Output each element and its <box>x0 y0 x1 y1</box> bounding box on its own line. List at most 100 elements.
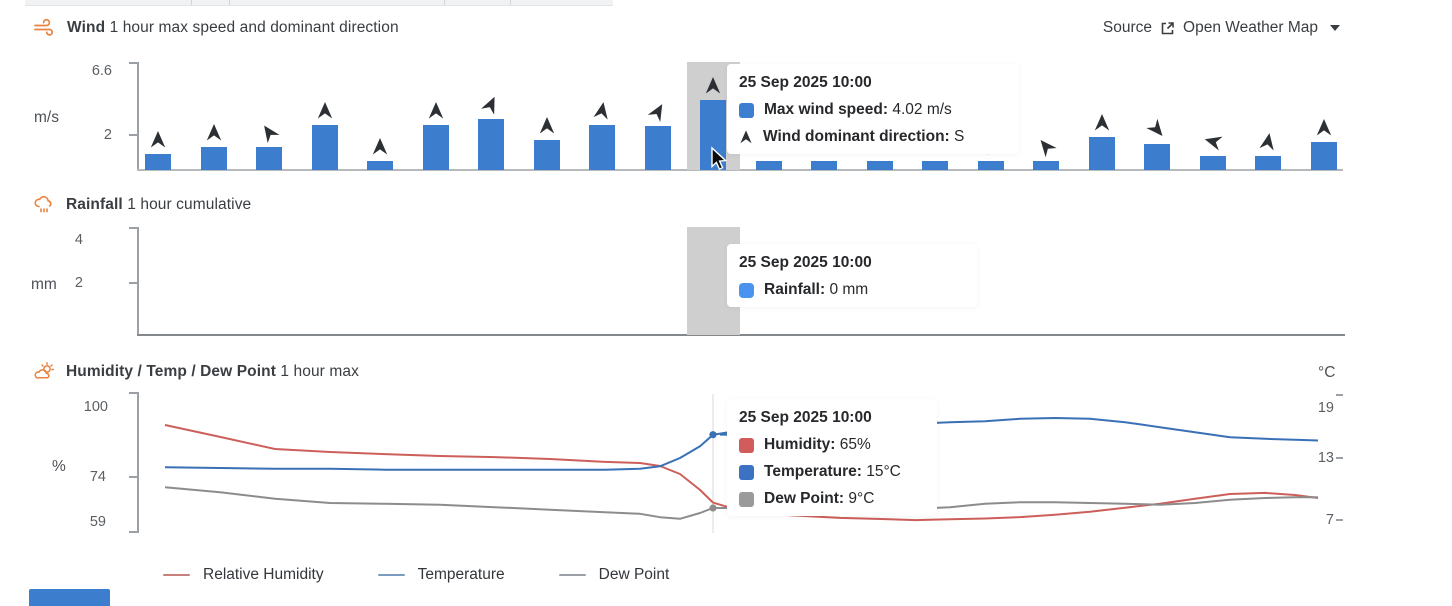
wind-bar[interactable] <box>866 161 893 170</box>
wind-direction-arrow <box>205 123 223 142</box>
wind-bar[interactable] <box>755 161 782 170</box>
wind-direction-label: Wind dominant direction: <box>763 128 950 145</box>
rainfall-y-axis <box>137 227 139 335</box>
dew-point-value: 9°C <box>848 490 875 507</box>
wind-bar[interactable] <box>977 161 1004 170</box>
y-axis-tick-label: 100 <box>83 399 108 415</box>
rainfall-swatch <box>739 282 754 298</box>
humidity-legend: Relative Humidity Temperature Dew Point <box>163 566 669 584</box>
humidity-axis-tick <box>129 476 137 478</box>
wind-direction-arrow <box>1093 113 1111 132</box>
rainfall-axis-tick <box>129 282 137 284</box>
wind-direction-arrow <box>1201 130 1224 152</box>
rainfall-title-bold: Rainfall <box>66 196 123 213</box>
wind-axis-tick <box>129 62 137 64</box>
wind-bar[interactable] <box>311 124 338 170</box>
tab-strip <box>25 0 613 6</box>
legend-line-blue <box>377 573 405 577</box>
humidity-right-unit-label: °C <box>1318 364 1336 381</box>
wind-bar[interactable] <box>1144 143 1170 170</box>
temp-axis-tick <box>1336 394 1343 396</box>
wind-direction-arrow <box>645 99 670 124</box>
wind-speed-label: Max wind speed: <box>764 101 889 118</box>
source-label: Source <box>1102 19 1153 36</box>
humidity-value: 65% <box>839 436 871 453</box>
partial-tab[interactable] <box>509 0 613 5</box>
humidity-title-bold: Humidity / Temp / Dew Point <box>66 363 276 380</box>
humidity-section-header: Humidity / Temp / Dew Point 1 hour max <box>33 361 359 383</box>
rainfall-value: 0 mm <box>829 281 869 298</box>
rain-cloud-icon <box>33 194 55 216</box>
partial-tab[interactable] <box>25 0 191 5</box>
wind-bar[interactable] <box>1199 156 1226 170</box>
wind-direction-arrow <box>704 76 722 95</box>
mouse-cursor <box>706 146 730 177</box>
wind-bar[interactable] <box>1310 142 1337 170</box>
tooltip-row: Max wind speed: 4.02 m/s <box>739 101 1007 119</box>
legend-line-gray <box>558 573 586 577</box>
temp-axis-tick <box>1336 457 1343 459</box>
wind-bar[interactable] <box>1255 156 1281 170</box>
wind-direction-value: S <box>954 128 965 145</box>
wind-bar[interactable] <box>145 154 171 170</box>
wind-bar[interactable] <box>200 147 227 170</box>
legend-item-relative-humidity[interactable]: Relative Humidity <box>163 566 324 584</box>
tooltip-row: Humidity: 65% <box>739 436 925 454</box>
temp-axis-tick <box>1336 519 1343 521</box>
wind-bar[interactable] <box>1088 136 1115 170</box>
legend-item-temperature[interactable]: Temperature <box>377 566 505 584</box>
source-value: Open Weather Map <box>1183 19 1318 36</box>
y-axis-tick-label: 2 <box>103 127 112 143</box>
wind-bar[interactable] <box>533 140 560 170</box>
wind-bar[interactable] <box>256 147 282 170</box>
rainfall-section-header: Rainfall 1 hour cumulative <box>33 194 251 216</box>
wind-direction-arrow <box>538 116 556 135</box>
wind-direction-arrow <box>1033 134 1059 160</box>
partial-tab[interactable] <box>444 0 510 5</box>
wind-bar[interactable] <box>922 161 948 170</box>
tooltip-row: Temperature: 15°C <box>739 463 925 481</box>
rainfall-title-rest: 1 hour cumulative <box>127 196 252 213</box>
wind-direction-arrow <box>256 120 282 146</box>
wind-direction-arrow <box>1315 118 1333 137</box>
tooltip-row: Wind dominant direction: S <box>739 128 1007 146</box>
dew-point-swatch <box>739 491 754 507</box>
humidity-section-title: Humidity / Temp / Dew Point 1 hour max <box>66 363 359 381</box>
wind-y-axis <box>137 62 139 170</box>
tooltip-date: 25 Sep 2025 10:00 <box>739 409 872 426</box>
y-axis-tick-label: 7 <box>1325 512 1334 528</box>
wind-bar[interactable] <box>367 161 393 170</box>
source-selector[interactable]: Source Open Weather Map <box>1103 19 1340 37</box>
legend-label: Dew Point <box>598 566 670 583</box>
tooltip-row: Rainfall: 0 mm <box>739 281 965 299</box>
wind-direction-arrow <box>1144 116 1170 142</box>
wind-unit-label: m/s <box>34 109 59 126</box>
bottom-partial-blue-bar[interactable] <box>29 589 110 606</box>
legend-line-red <box>163 573 190 577</box>
legend-label: Relative Humidity <box>203 566 324 583</box>
rainfall-axis-tick <box>129 227 137 229</box>
wind-bar[interactable] <box>811 161 837 170</box>
partial-tab[interactable] <box>228 0 445 5</box>
humidity-axis-tick <box>129 531 137 533</box>
wind-speed-swatch <box>739 102 754 118</box>
partial-tab[interactable] <box>190 0 229 5</box>
wind-bar[interactable] <box>1033 161 1059 170</box>
external-link-icon <box>1160 21 1175 36</box>
legend-item-dew-point[interactable]: Dew Point <box>558 566 670 584</box>
tooltip-date: 25 Sep 2025 10:00 <box>739 254 872 271</box>
wind-bar[interactable] <box>422 124 449 170</box>
y-axis-tick-label: 2 <box>74 275 83 291</box>
humidity-axis-tick <box>129 392 137 394</box>
temperature-swatch <box>739 464 754 480</box>
y-axis-tick-label: 13 <box>1317 450 1334 466</box>
wind-direction-icon <box>739 129 753 145</box>
humidity-y-axis <box>137 392 139 533</box>
wind-section-header: Wind 1 hour max speed and dominant direc… <box>33 16 399 39</box>
wind-section-title: Wind 1 hour max speed and dominant direc… <box>67 19 399 37</box>
wind-bar[interactable] <box>478 119 504 170</box>
rainfall-tooltip: 25 Sep 2025 10:00 Rainfall: 0 mm <box>727 244 977 307</box>
wind-bar[interactable] <box>644 126 671 170</box>
wind-speed-value: 4.02 m/s <box>892 101 952 118</box>
wind-bar[interactable] <box>589 124 615 170</box>
